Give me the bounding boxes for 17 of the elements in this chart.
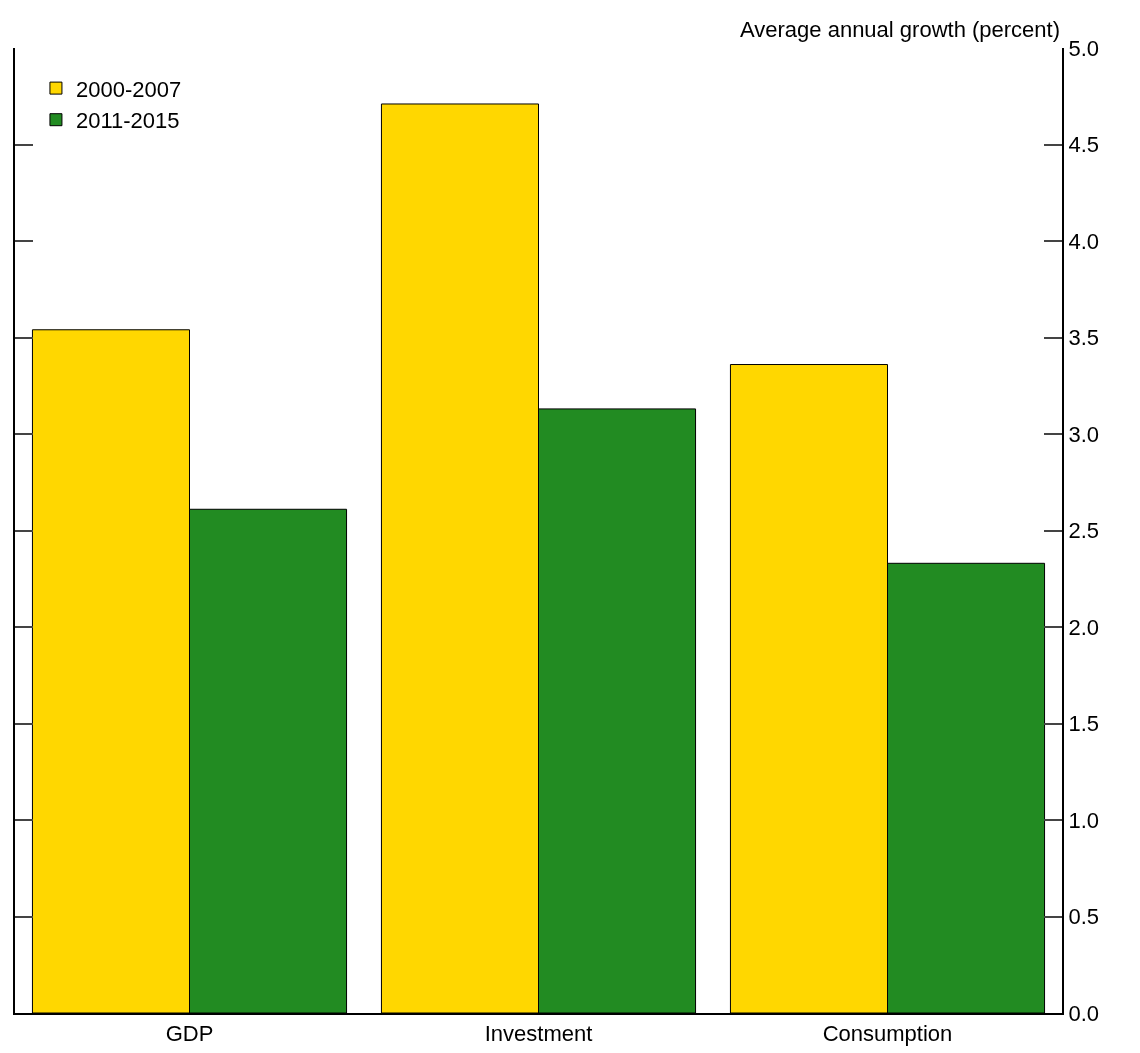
y-tick-label: 3.5 <box>1068 325 1099 351</box>
y-tick-label: 4.0 <box>1068 228 1099 254</box>
x-tick-label: Investment <box>484 1021 593 1047</box>
y-tick-label: 2.0 <box>1068 614 1099 640</box>
y-axis-title: Average annual growth (percent) <box>740 17 1061 42</box>
x-tick-label: GDP <box>165 1021 214 1047</box>
y-tick-label: 2.5 <box>1068 518 1099 544</box>
y-tick-label: 4.5 <box>1068 132 1099 158</box>
y-tick-label: 0.0 <box>1068 1000 1099 1026</box>
y-tick-label: 0.5 <box>1068 904 1099 930</box>
legend-label: 2000-2007 <box>75 76 182 102</box>
y-tick-label: 1.0 <box>1068 807 1099 833</box>
y-tick-label: 3.0 <box>1068 421 1099 447</box>
y-tick-label: 5.0 <box>1068 35 1099 61</box>
x-tick-label: Consumption <box>822 1021 953 1047</box>
y-tick-label: 1.5 <box>1068 711 1099 737</box>
legend-label: 2011-2015 <box>75 108 180 134</box>
